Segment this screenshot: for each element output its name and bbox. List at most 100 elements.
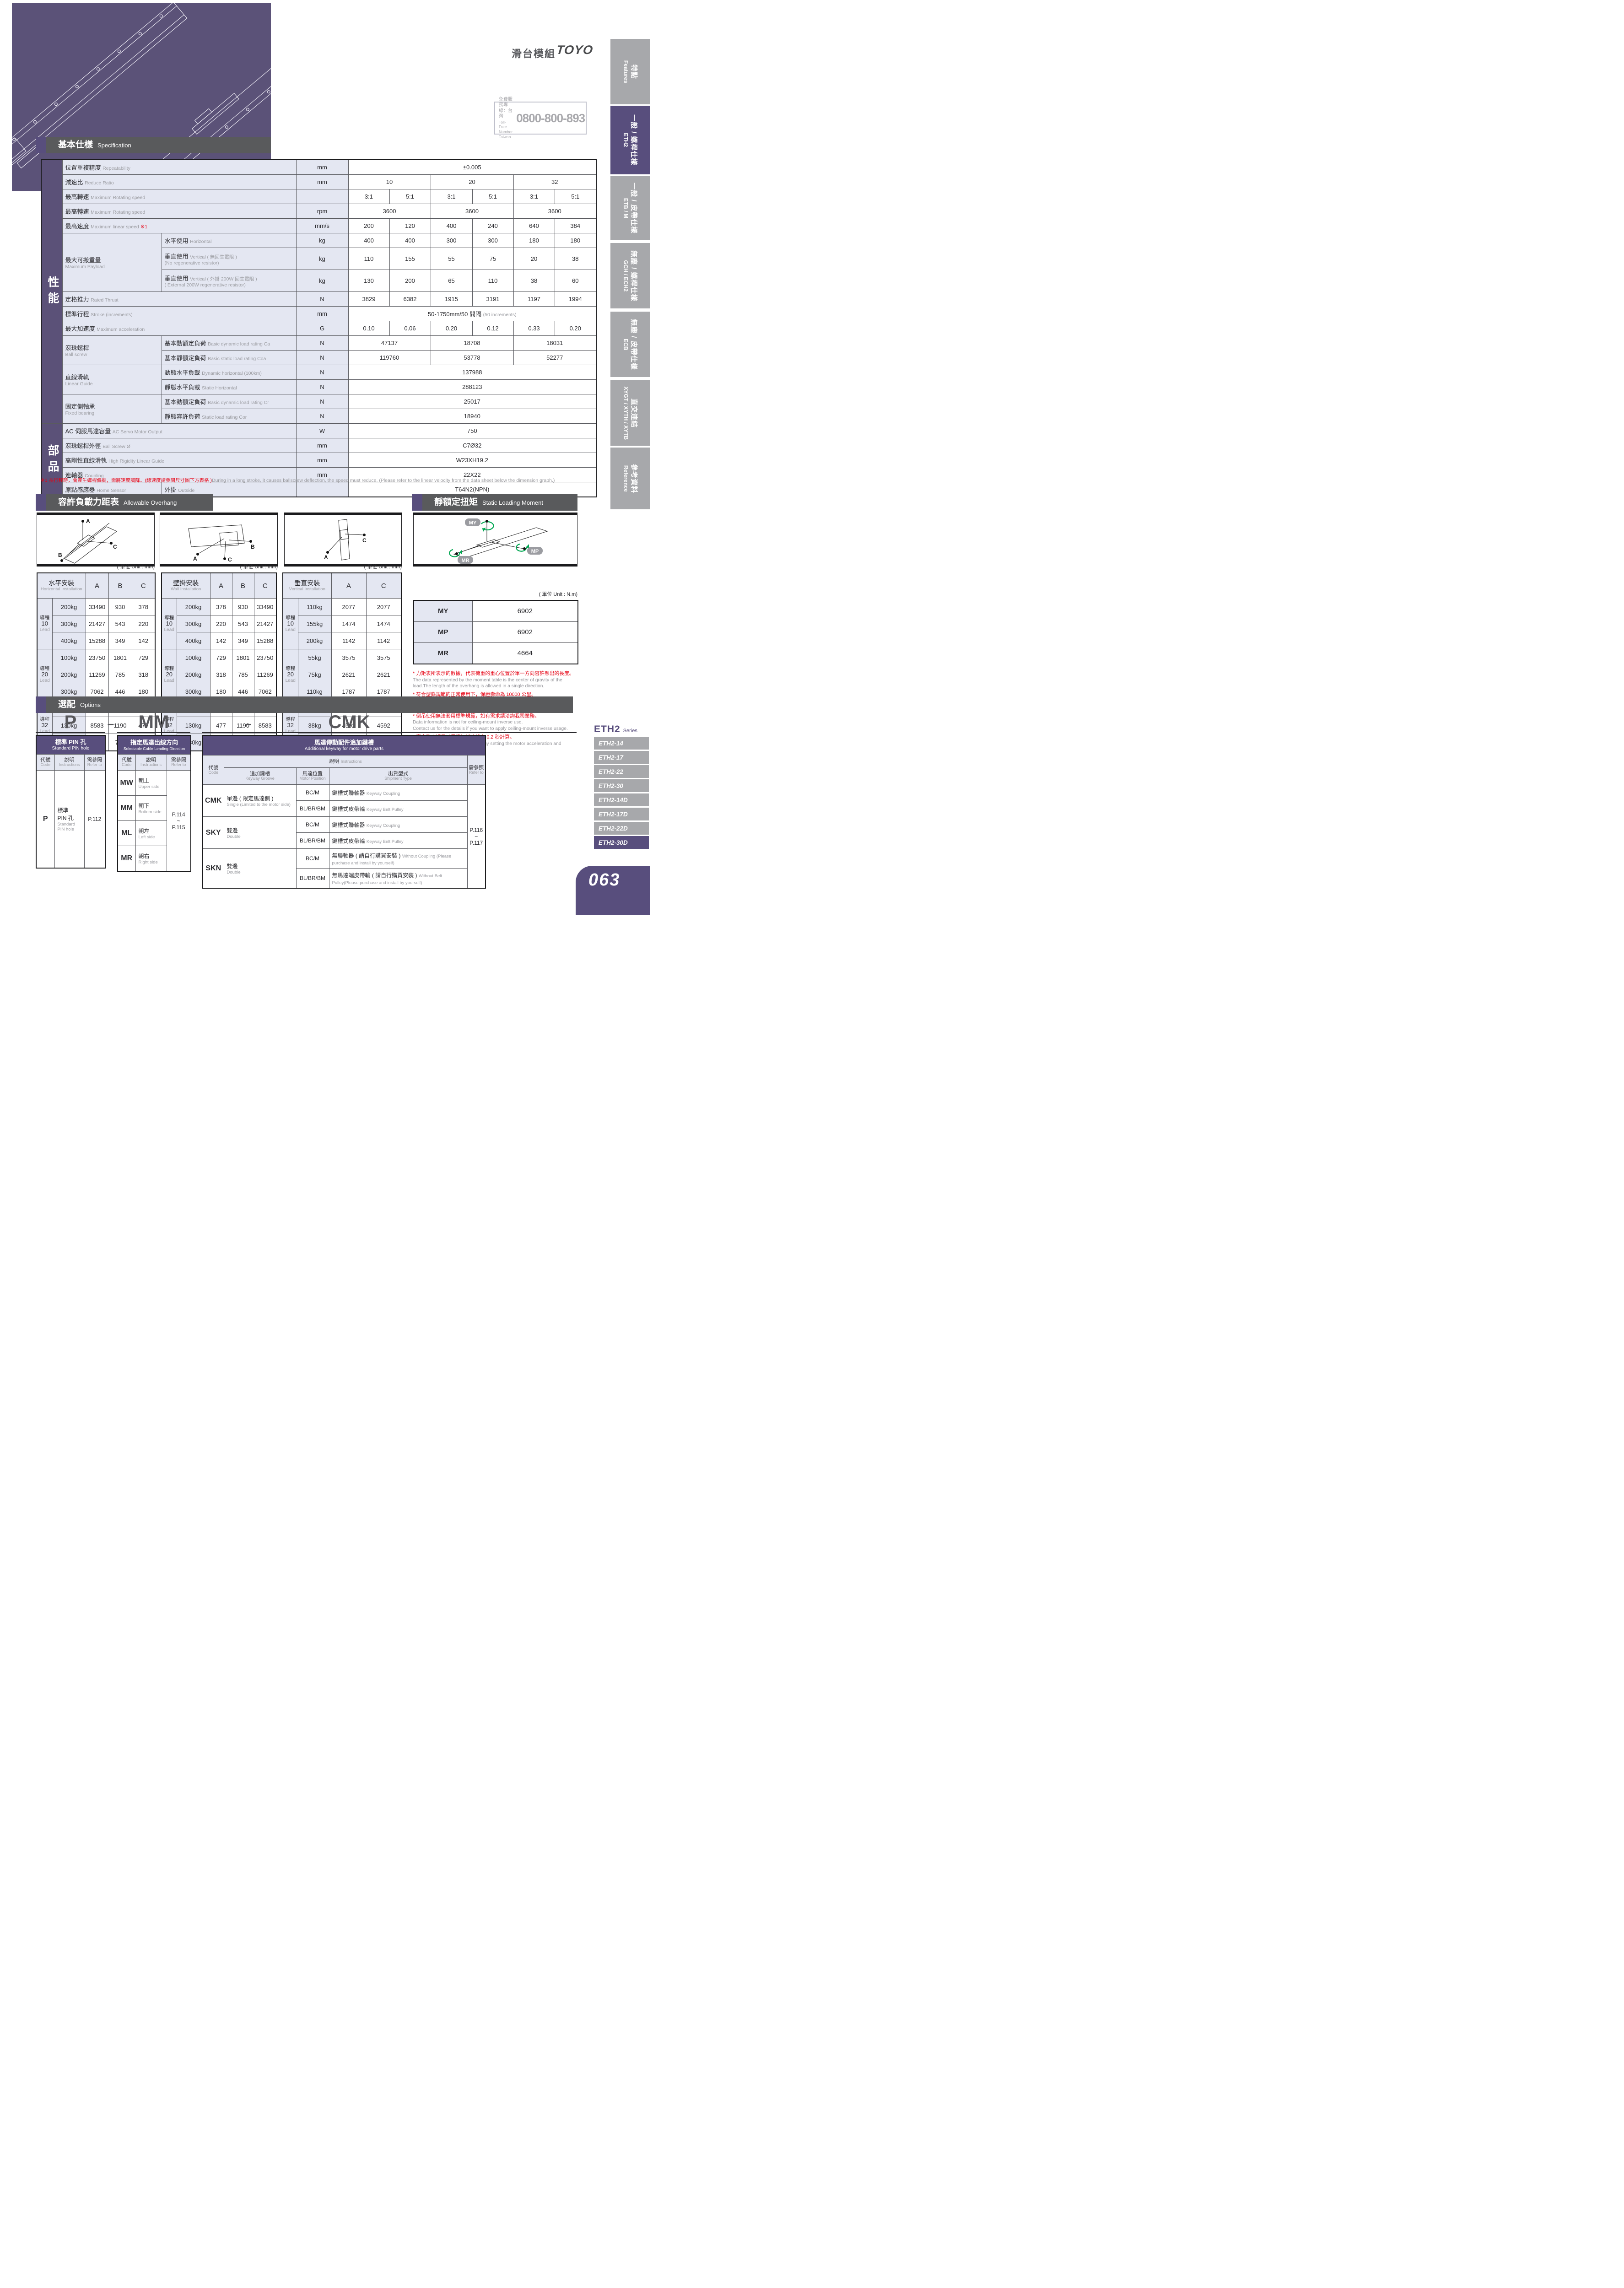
sidebar-tab-ecb[interactable]: 無塵 / 皮帶仕樣 ECB (610, 312, 650, 377)
diagram-label-a: A (324, 554, 328, 561)
tollfree-labels: 免費服務專線：台灣 Toll-Free Number Taiwan (499, 97, 513, 140)
spec-row: 性能 位置重複精度 Repeatability mm ±0.005 (41, 159, 597, 424)
option-table-pin-hole: 標準 PIN 孔 Standard PIN hole 代號 Code 說明 Instr… (36, 735, 106, 869)
spec-row: 部品 AC 伺服馬達容量 AC Servo Motor Output W 750 (41, 423, 597, 497)
lead-10-cell: 導程 10 Lead (37, 598, 53, 649)
sidebar-tab-gch-ech2[interactable]: 無塵 / 螺桿仕樣 GCH / ECH2 (610, 243, 650, 308)
unit-label-mm: ( 單位 Unit : mm) (240, 564, 278, 570)
payload-group-cell: 最大可搬重量 Maximum Payload (62, 233, 162, 292)
accent-square (36, 494, 46, 511)
divider (202, 732, 577, 733)
overhang-diagram-wall: A B C (160, 513, 278, 567)
option-code-mm: MM (138, 712, 169, 732)
tollfree-label-zh: 免費服務專線：台灣 (499, 97, 513, 119)
spec-table: 性能 位置重複精度 Repeatability mm ±0.005 減速比 Re… (41, 159, 597, 497)
divider (36, 732, 105, 733)
series-title: ETH2 Series (594, 724, 637, 734)
lead-20-cell: 導程 20 Lead (37, 649, 53, 700)
tollfree-label-en: Toll-Free Number (499, 119, 513, 134)
spec-row: 最高速度 Maximum linear speed ※1 mm/s 200 120… (41, 218, 597, 233)
option-dash: – (107, 717, 114, 730)
overhang-section-header: 容許負載力距表 Allowable Overhang (36, 494, 213, 511)
bearing-group-cell: 固定側軸承 Fixed bearing (62, 394, 162, 424)
spec-row: 固定側軸承 Fixed bearing 基本動額定負荷 Basic dynamic… (41, 394, 597, 424)
spec-row: 直線滑軌 Linear Guide 動態水平負載 Dynamic horizont… (41, 365, 597, 394)
spec-row: 定格推力 Rated Thrust N 3829 6382 1915 3191 1197… (41, 291, 597, 307)
keyway-refer-cell: P.116 ~ P.117 (467, 784, 486, 889)
spec-section-header: 基本仕樣 Specification (36, 137, 271, 153)
ballscrew-group-cell: 滾珠螺桿 Ball screw (62, 335, 162, 365)
spec-row: 靜態容許負荷 Static load rating Cor N 18940 (41, 409, 597, 424)
catalog-page: 滑台模組 TOYO 免費服務專線：台灣 Toll-Free Number Tai… (0, 0, 650, 915)
diagram-label-c: C (362, 537, 367, 544)
spec-row: 標準行程 Stroke (increments) mm 50-1750mm/50… (41, 306, 597, 321)
series-item-eth2-30d[interactable]: ETH2-30D (594, 836, 649, 849)
diagram-label-c: C (228, 556, 232, 563)
series-item-eth2-17[interactable]: ETH2-17 (594, 751, 649, 764)
moment-badge-mp: MP (531, 549, 539, 554)
series-item-eth2-17d[interactable]: ETH2-17D (594, 808, 649, 820)
page-title: 滑台模組 (512, 48, 556, 59)
accent-square (36, 696, 46, 713)
series-item-eth2-14d[interactable]: ETH2-14D (594, 793, 649, 806)
parts-label: 部品 (46, 444, 59, 476)
spec-row: 滾珠螺桿外徑 Ball Screw Ø mm C7Ø32 (41, 438, 597, 453)
spec-row: 滾珠螺桿 Ball screw 基本動額定負荷 Basic dynamic loa… (41, 335, 597, 365)
spec-row: 減速比 Reduce Ratio mm 10 20 32 (41, 174, 597, 189)
spec-row: 最大加速度 Maximum acceleration G 0.10 0.06 0.2… (41, 321, 597, 336)
series-item-eth2-14[interactable]: ETH2-14 (594, 737, 649, 750)
guide-group-cell: 直線滑軌 Linear Guide (62, 365, 162, 394)
spec-row: 靜態水平負載 Static Horizontal N 288123 (41, 379, 597, 394)
unit-label-mm: ( 單位 Unit : mm) (117, 564, 155, 570)
diagram-label-b: B (251, 544, 255, 550)
parts-side-cell: 部品 (41, 423, 63, 497)
unit-label-mm: ( 單位 Unit : mm) (364, 564, 402, 570)
diagram-label-a: A (86, 518, 90, 524)
performance-side-cell: 性能 (41, 159, 63, 424)
tollfree-number: 0800-800-893 (516, 111, 585, 125)
sidebar-tab-xygt[interactable]: 直交連結 XYGT / XYTH / XYTB (610, 380, 650, 446)
option-table-keyway: 馬達傳動配件追加鍵槽 Additional keyway for motor dr… (202, 735, 486, 889)
accent-square (412, 494, 422, 511)
moment-badge-mr: MR (461, 558, 469, 563)
overhang-diagram-vertical: C A (284, 513, 402, 567)
spec-row: 最大可搬重量 Maximum Payload 水平使用 Horizontal kg… (41, 233, 597, 292)
spec-row: 最高轉速 Maximum Rotating speed 3:1 5:1 3:1 5:1… (41, 189, 597, 204)
spec-row: 垂直使用 Vertical ( 無回生電阻 ) (No regenerative … (41, 248, 597, 270)
diagram-label-c: C (113, 544, 117, 550)
performance-label: 性能 (46, 275, 59, 308)
toyo-logo: TOYO (556, 43, 594, 57)
tollfree-region: Taiwan (499, 134, 511, 139)
tollfree-box: 免費服務專線：台灣 Toll-Free Number Taiwan 0800-8… (494, 97, 587, 139)
spec-row: 垂直使用 Vertical ( 外掛 200W 回生電阻 )( External… (41, 270, 597, 292)
sidebar-tab-reference[interactable]: 參考資料 Reference (610, 448, 650, 509)
series-item-eth2-22d[interactable]: ETH2-22D (594, 822, 649, 835)
option-code-p: P (64, 712, 77, 732)
sidebar-tab-etb-m[interactable]: 一般 / 皮帶仕樣 ETB / M (610, 176, 650, 240)
diagram-label-b: B (58, 552, 62, 558)
cable-refer-cell: P.114 ~ P.115 (166, 770, 191, 872)
accent-square (36, 137, 46, 153)
page-number: 063 (588, 870, 620, 890)
option-code-cmk: CMK (328, 712, 370, 732)
diagram-label-a: A (193, 556, 197, 562)
moment-section-header: 靜額定扭矩 Static Loading Moment (412, 494, 577, 511)
moment-badge-my: MY (469, 520, 477, 526)
spec-footnote: ※1 長行程時，會產生螺桿偏擺，需將速度調降。(線速度請參閱尺寸圖下方表格 )D… (41, 478, 555, 483)
option-table-cable-direction: 指定馬達出線方向 Selectable Cable Leading Directi… (117, 735, 191, 872)
footnote-mark: ※1 (140, 224, 148, 230)
series-item-eth2-30[interactable]: ETH2-30 (594, 779, 649, 792)
spec-row: 高剛性直線滑軌 High Rigidity Linear Guide mm W2… (41, 453, 597, 468)
moment-table: MY 6902 MP 6902 MR 4664 (413, 600, 578, 664)
spec-row: 基本靜額定負荷 Basic static load rating Coa N 1… (41, 350, 597, 365)
page-number-badge: 063 (576, 866, 650, 915)
option-dash: – (244, 717, 252, 730)
spec-row: 連軸器 Coupling mm 22X22 (41, 467, 597, 482)
moment-diagram: MY MP MR (413, 513, 577, 567)
overhang-diagram-horizontal: A C B (37, 513, 155, 567)
sidebar-tab-features[interactable]: 特點 Features (610, 39, 650, 104)
series-item-eth2-22[interactable]: ETH2-22 (594, 765, 649, 778)
spec-row: 最高轉速 Maximum Rotating speed rpm 3600 360… (41, 204, 597, 219)
unit-label-nm: ( 單位 Unit : N.m) (539, 592, 577, 597)
sidebar-tab-eth2[interactable]: 一般 / 螺桿仕樣 ETH2 (610, 106, 650, 174)
